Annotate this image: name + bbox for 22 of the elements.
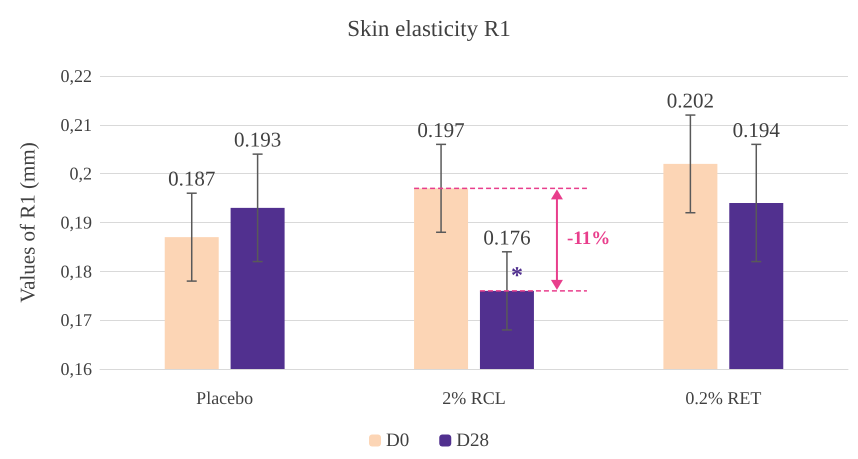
- y-tick-label: 0,17: [60, 310, 92, 330]
- data-label: 0.197: [417, 118, 465, 142]
- legend-label: D0: [386, 430, 410, 451]
- y-tick-label: 0,21: [60, 114, 92, 135]
- data-label: 0.176: [483, 225, 531, 250]
- x-tick-label: 2% RCL: [442, 388, 506, 408]
- y-tick-label: 0,22: [60, 66, 92, 86]
- annotation: *: [510, 262, 523, 290]
- y-tick-label: 0,16: [60, 359, 92, 379]
- y-tick-label: 0,18: [60, 261, 92, 282]
- y-axis-title: Values of R1 (mm): [16, 142, 40, 303]
- x-tick-label: 0.2% RET: [685, 388, 762, 408]
- data-label: 0.194: [732, 118, 780, 142]
- data-label: 0.187: [168, 166, 216, 191]
- data-label: 0.193: [234, 128, 282, 152]
- annotation: -11%: [566, 228, 610, 250]
- y-tick-label: 0,19: [60, 212, 92, 232]
- legend-label: D28: [456, 430, 489, 451]
- y-tick-label: 0,2: [70, 164, 92, 184]
- data-label: 0.202: [666, 88, 714, 113]
- chart-title: Skin elasticity R1: [347, 16, 511, 41]
- x-tick-label: Placebo: [196, 388, 254, 408]
